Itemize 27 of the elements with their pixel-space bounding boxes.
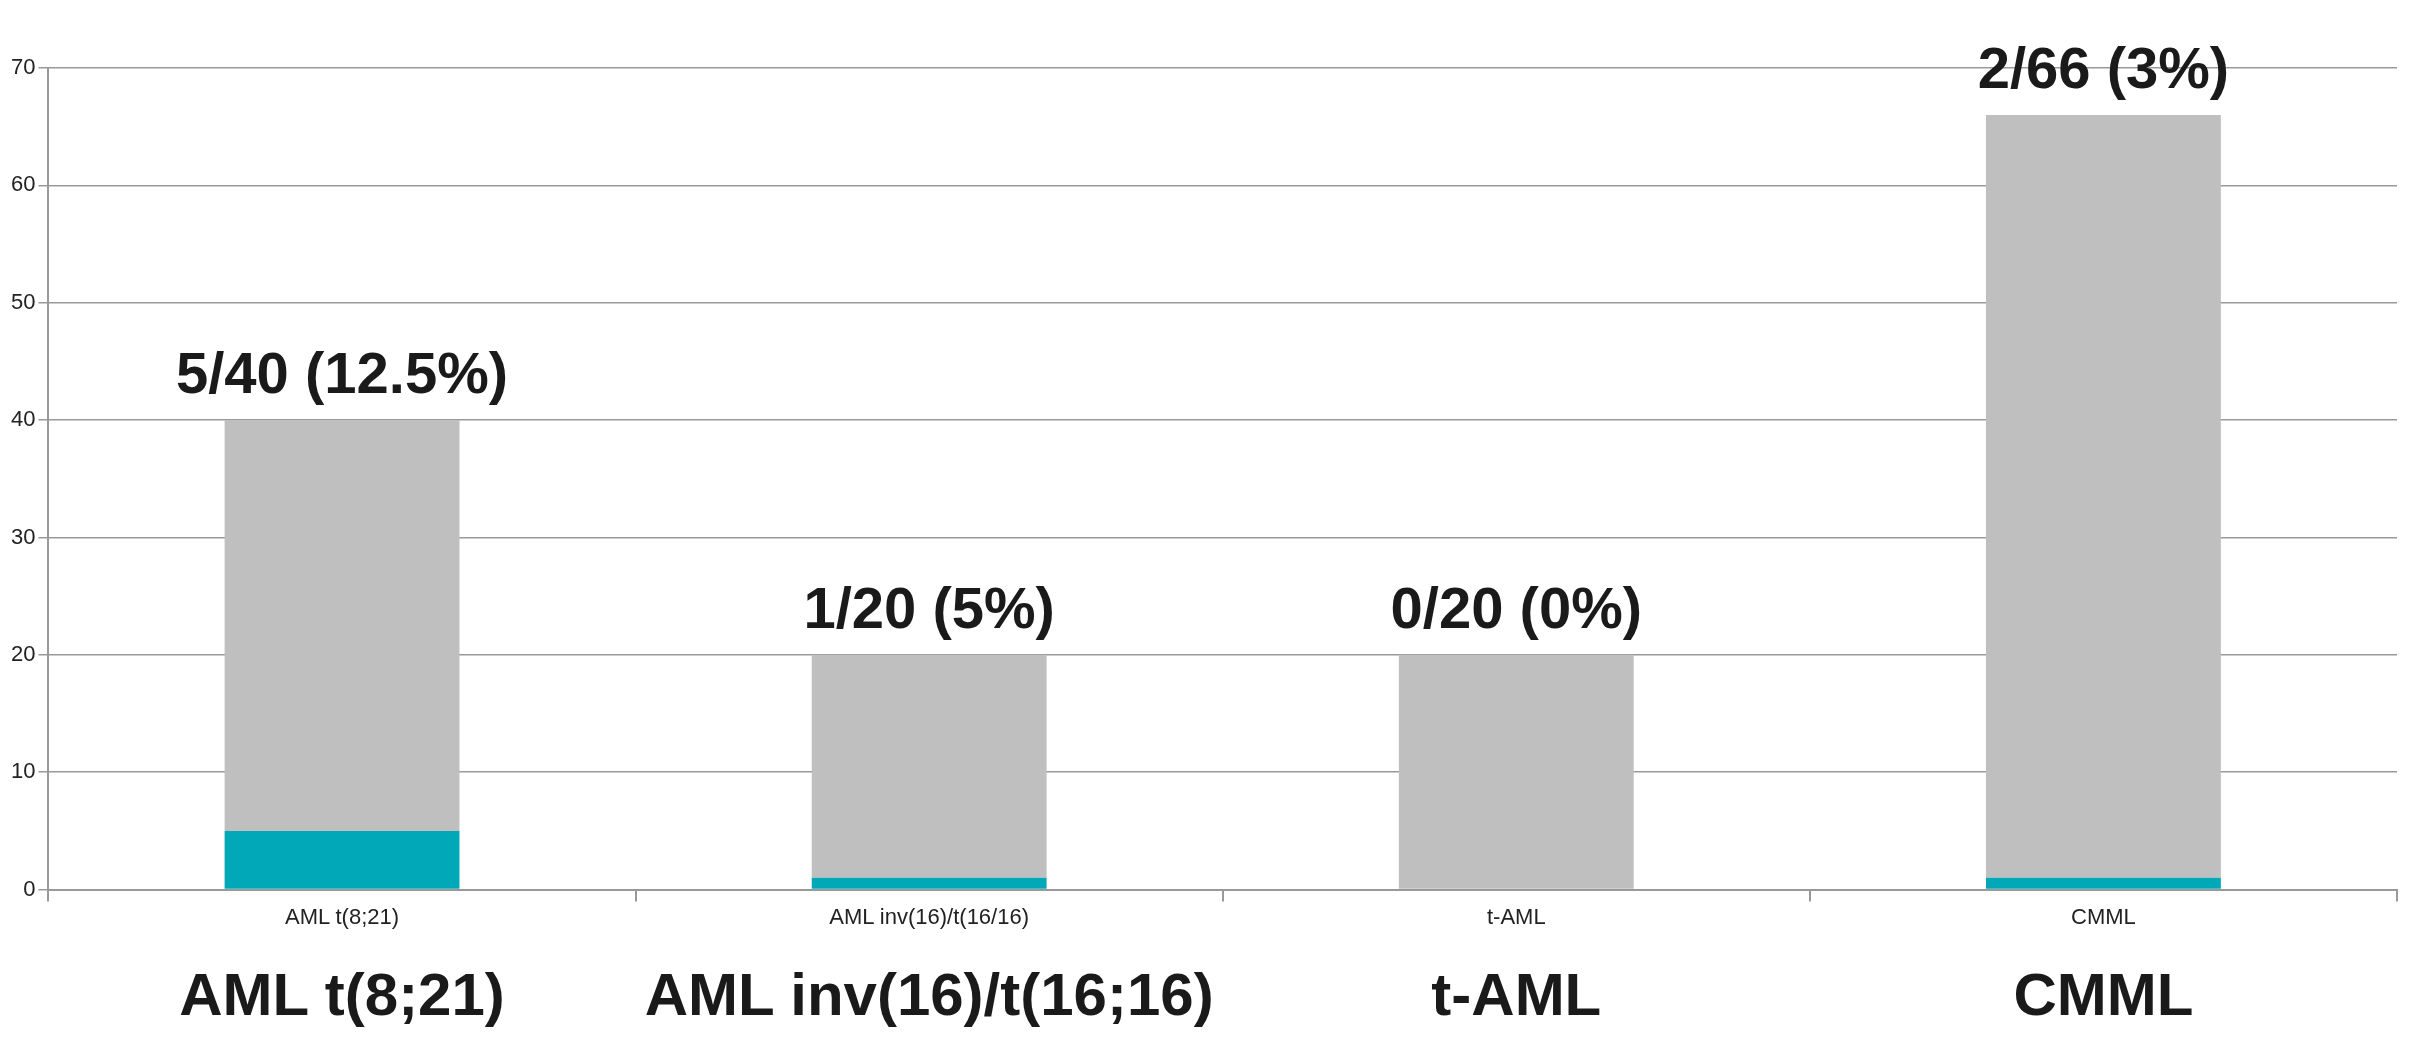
bar	[224, 420, 460, 831]
total-label: 1/20 (5%)	[803, 574, 1055, 640]
text: AML t(8;21)	[179, 961, 505, 1028]
y-tick-label: 70	[10, 54, 36, 80]
y-tick-label: 30	[10, 523, 36, 549]
bar	[1986, 877, 2221, 889]
x-tick-label: CMML	[2071, 903, 2136, 929]
text: t-AML	[1431, 961, 1602, 1028]
y-tick-label: 50	[10, 288, 36, 314]
x-tick-label: AML t(8;21)	[284, 903, 400, 929]
y-tick-label: 0	[23, 875, 36, 901]
bar	[1986, 114, 2221, 878]
y-tick-label: 10	[10, 758, 36, 784]
bar	[1398, 654, 1634, 889]
total-label: 2/66 (3%)	[1977, 34, 2230, 100]
y-tick-label: 20	[10, 640, 36, 666]
text: CMML	[2013, 961, 2194, 1028]
x-tick-label: t-AML	[1486, 903, 1546, 929]
y-tick-label: 60	[10, 171, 36, 197]
bar	[811, 877, 1047, 889]
bar	[224, 830, 460, 889]
x-tick-label: AML inv(16)/t(16/16)	[829, 903, 1030, 929]
total-label: 0/20 (0%)	[1390, 574, 1643, 640]
text: AML inv(16)/t(16;16)	[644, 961, 1214, 1028]
total-label: 5/40 (12.5%)	[175, 340, 509, 406]
bar	[811, 654, 1047, 878]
y-tick-label: 40	[10, 406, 36, 432]
